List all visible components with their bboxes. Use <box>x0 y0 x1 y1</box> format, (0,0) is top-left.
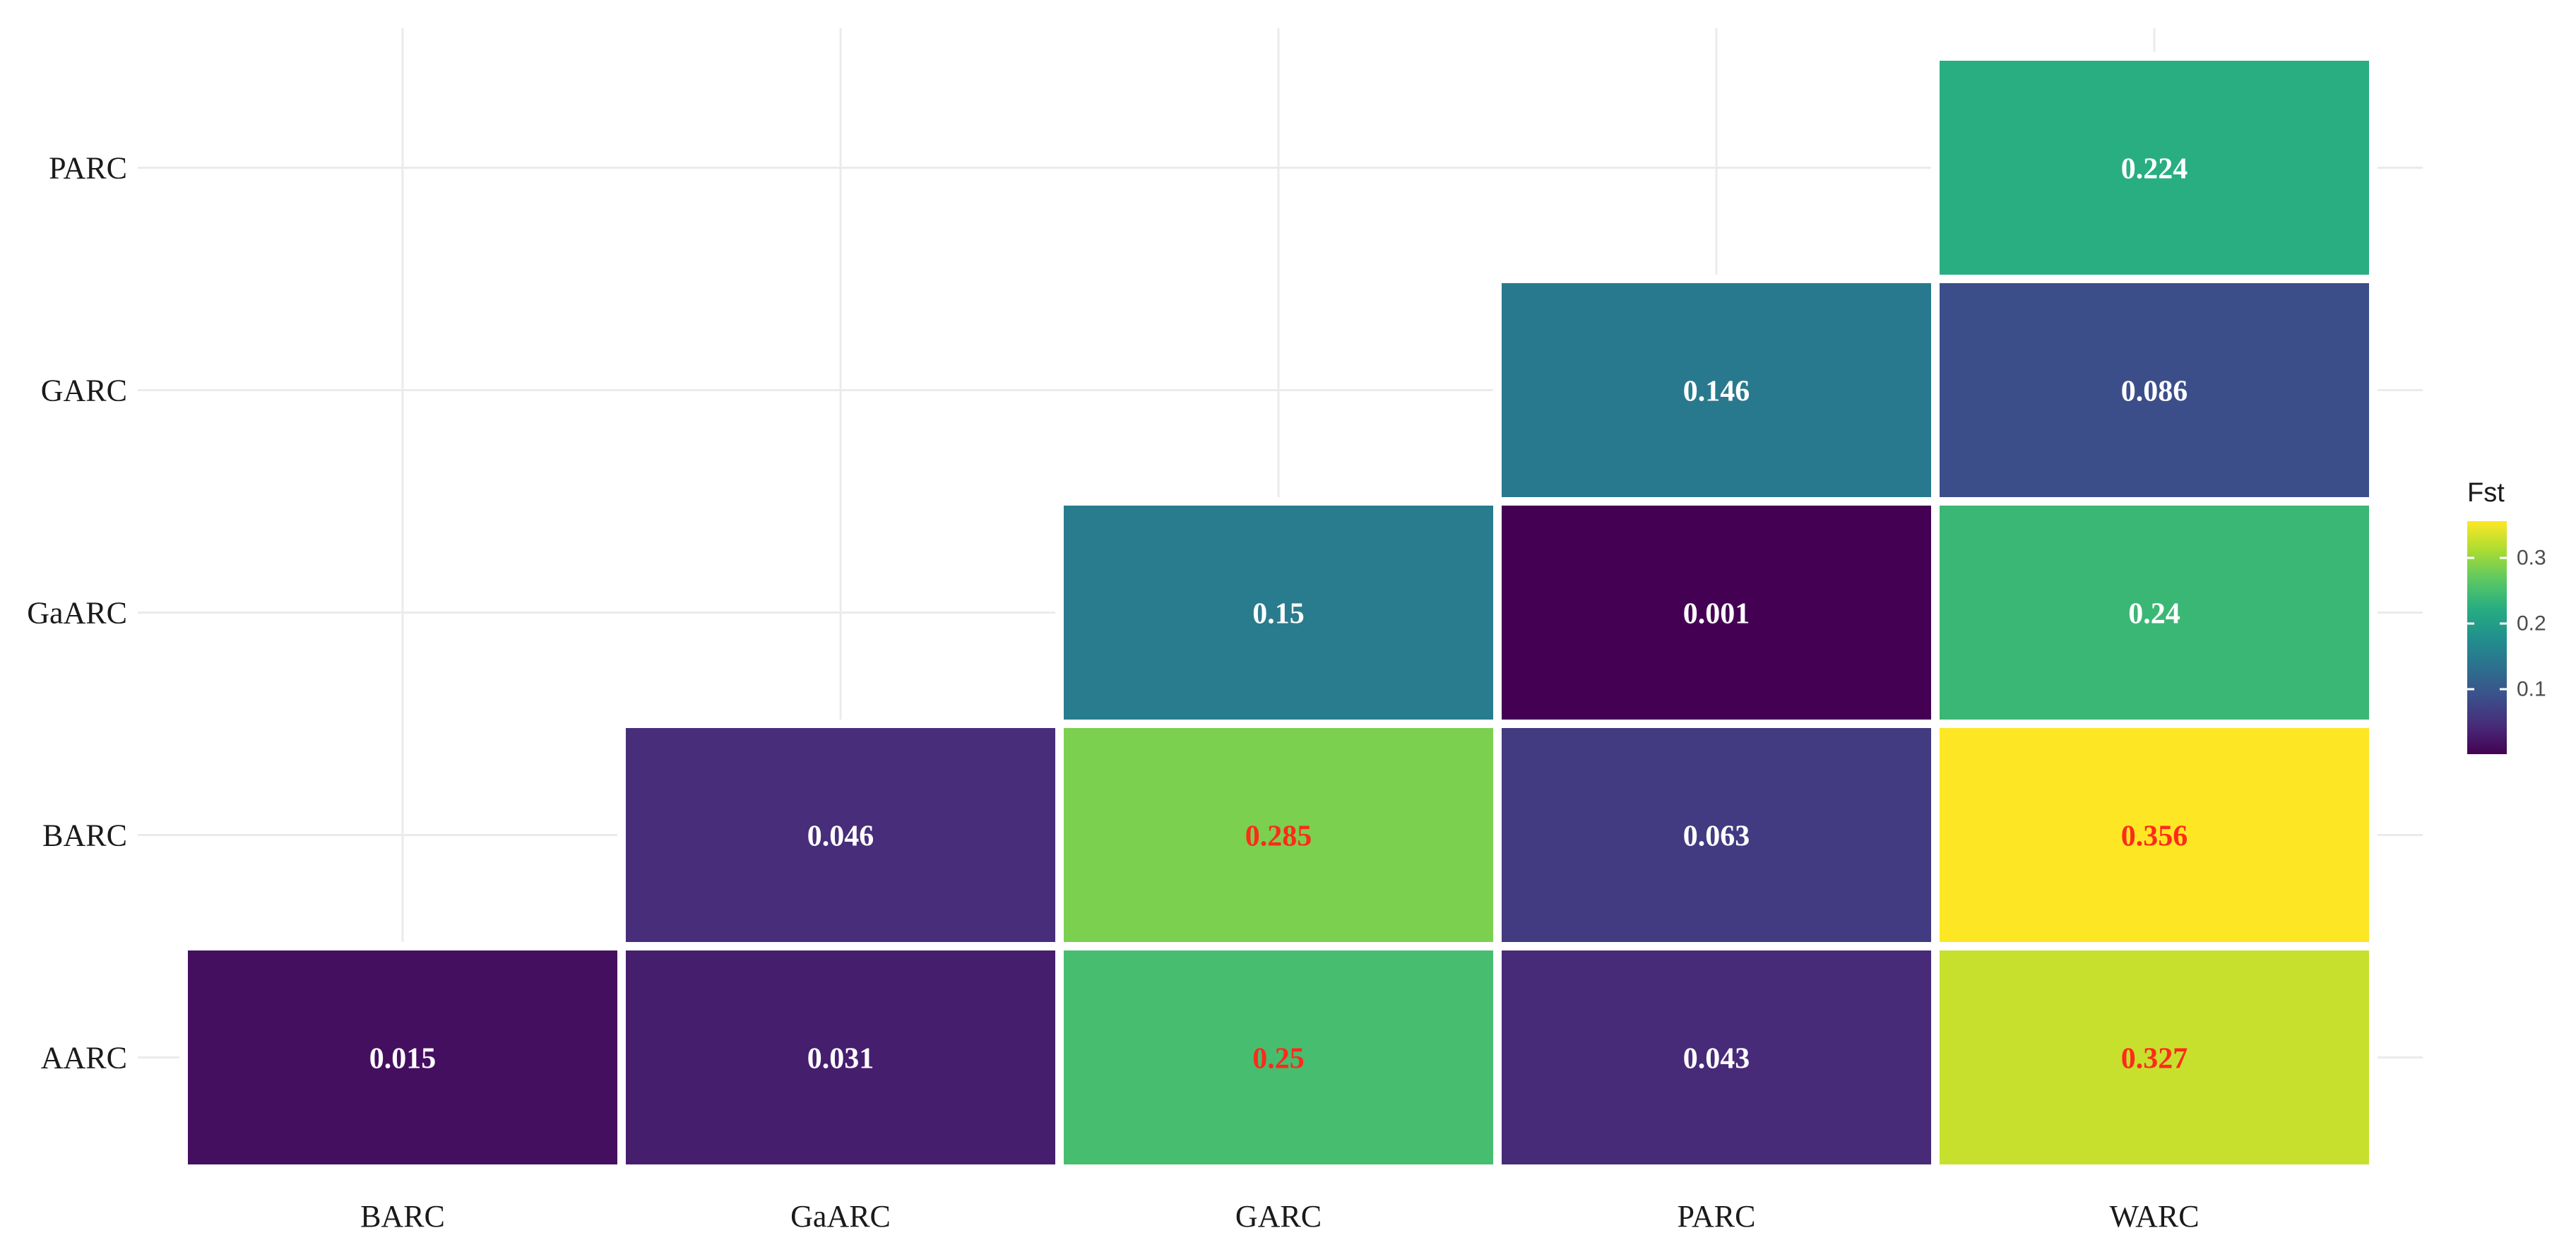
cell-label-barc-parc: 0.063 <box>1683 821 1750 853</box>
legend-title: Fst <box>2467 478 2505 508</box>
heatmap-cell-garc-parc <box>1493 275 1940 506</box>
cell-label-barc-warc: 0.356 <box>2121 821 2188 853</box>
y-tick-label-garc: GARC <box>41 374 127 408</box>
y-tick-label-gaarc: GaARC <box>27 596 127 631</box>
cell-label-aarc-warc: 0.327 <box>2121 1043 2188 1075</box>
cell-label-aarc-garc: 0.25 <box>1252 1043 1305 1075</box>
x-tick-label-gaarc: GaARC <box>790 1199 891 1234</box>
y-tick-label-parc: PARC <box>49 151 127 186</box>
x-tick-label-parc: PARC <box>1678 1199 1756 1234</box>
y-axis: AARC BARC GaARC GARC PARC <box>27 151 127 1075</box>
legend-tick-label-2: 0.3 <box>2517 547 2546 570</box>
x-tick-label-barc: BARC <box>360 1199 445 1234</box>
cell-label-parc-warc: 0.224 <box>2121 153 2188 186</box>
heatmap-cell-aarc-warc <box>1931 942 2378 1173</box>
heatmap-cell-aarc-garc <box>1055 942 1502 1173</box>
x-tick-label-garc: GARC <box>1235 1199 1322 1234</box>
cell-label-aarc-gaarc: 0.031 <box>807 1043 874 1075</box>
heatmap-cells <box>179 52 2378 1173</box>
heatmap-cell-barc-garc <box>1055 720 1502 950</box>
x-tick-label-warc: WARC <box>2109 1199 2199 1234</box>
heatmap-cell-parc-warc <box>1931 52 2378 283</box>
cell-label-gaarc-warc: 0.24 <box>2128 598 2180 631</box>
color-legend: Fst 0.1 0.2 0.3 <box>2467 478 2546 754</box>
heatmap-cell-barc-gaarc <box>617 720 1064 950</box>
cell-label-garc-warc: 0.086 <box>2121 376 2188 408</box>
y-tick-label-barc: BARC <box>42 818 127 853</box>
heatmap-cell-gaarc-parc <box>1493 497 1940 728</box>
x-axis: BARC GaARC GARC PARC WARC <box>360 1199 2199 1234</box>
cell-label-aarc-parc: 0.043 <box>1683 1043 1750 1075</box>
legend-colorbar <box>2467 521 2507 754</box>
heatmap-cell-barc-parc <box>1493 720 1940 950</box>
cell-label-gaarc-garc: 0.15 <box>1252 598 1305 631</box>
y-tick-label-aarc: AARC <box>41 1041 127 1075</box>
legend-tick-label-0: 0.1 <box>2517 677 2546 700</box>
cell-label-barc-garc: 0.285 <box>1245 821 1312 853</box>
heatmap-cell-barc-warc <box>1931 720 2378 950</box>
heatmap-cell-gaarc-warc <box>1931 497 2378 728</box>
cell-label-aarc-barc: 0.015 <box>369 1043 437 1075</box>
cell-label-gaarc-parc: 0.001 <box>1683 598 1750 631</box>
cell-label-barc-gaarc: 0.046 <box>807 821 874 853</box>
heatmap-cell-aarc-parc <box>1493 942 1940 1173</box>
cell-label-garc-parc: 0.146 <box>1683 376 1750 408</box>
legend-tick-label-1: 0.2 <box>2517 612 2546 636</box>
heatmap-cell-gaarc-garc <box>1055 497 1502 728</box>
cell-value-labels: 0.015 0.031 0.25 0.043 0.327 0.046 0.285 0.063 0… <box>369 153 2188 1075</box>
